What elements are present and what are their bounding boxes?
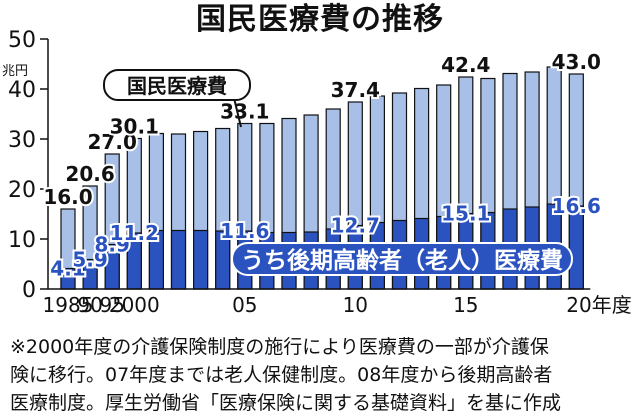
elder-value-label: 12.7: [331, 214, 380, 238]
elder-value-label: 11.6: [220, 219, 269, 243]
y-tick-label: 50: [8, 28, 36, 53]
bar-elder: [193, 229, 209, 290]
x-tick-label: 15: [453, 293, 478, 317]
footnote-line-1: ※2000年度の介護保険制度の施行により医療費の一部が介護保: [10, 336, 549, 358]
x-tick-label: 90: [77, 293, 102, 317]
total-value-label: 43.0: [552, 50, 601, 74]
total-series-callout: 国民医療費: [103, 69, 251, 128]
callout-box: [103, 69, 251, 101]
bar-elder: [170, 229, 187, 290]
footnote-line-3: 医療制度。厚生労働省「医療保険に関する基礎資料」を基に作成: [10, 392, 562, 414]
elder-series-legend: うち後期高齢者（老人）医療費: [231, 242, 573, 276]
elder-value-label: 5.9: [72, 248, 107, 272]
x-tick-label: 95: [99, 293, 124, 317]
total-value-label: 16.0: [43, 185, 92, 209]
bar-elder: [568, 205, 584, 290]
total-value-label: 20.6: [65, 162, 114, 186]
chart-title: 国民医療費の推移: [196, 2, 444, 37]
data-labels: 16.020.6 27.030.1 33.1 37.4 42.4 43.0 4.15.98.…: [41, 48, 603, 283]
total-value-label: 30.1: [110, 115, 159, 139]
x-tick-label: 2000: [109, 293, 160, 317]
y-axis-unit: 兆円: [2, 64, 28, 79]
y-axis: 0 10 20 30 40 50 兆円: [2, 28, 49, 303]
x-tick-label: 05: [232, 293, 257, 317]
legend-box: [231, 242, 573, 276]
y-tick-label: 0: [22, 278, 36, 303]
total-value-label: 42.4: [441, 53, 490, 77]
elder-value-label: 16.6: [552, 194, 601, 218]
elder-value-label: 11.2: [110, 221, 159, 245]
elder-value-label: 4.1: [50, 257, 85, 281]
x-tick-label: 20年度: [566, 293, 631, 317]
y-tick-label: 10: [8, 228, 36, 253]
footnote-line-2: 険に移行。07年度までは老人保健制度。08年度から後期高齢者: [10, 364, 553, 386]
total-value-label: 37.4: [331, 78, 380, 102]
legend-label: うち後期高齢者（老人）医療費: [241, 247, 563, 274]
total-value-label: 33.1: [220, 100, 269, 124]
y-tick-label: 30: [8, 128, 36, 153]
elder-value-label: 15.1: [441, 202, 490, 226]
x-tick-label: 10: [343, 293, 368, 317]
total-value-label: 27.0: [88, 130, 137, 154]
x-tick-label: 1985: [43, 293, 94, 317]
y-tick-label: 40: [8, 78, 36, 103]
y-tick-label: 20: [8, 178, 36, 203]
footnote: ※2000年度の介護保険制度の施行により医療費の一部が介護保 険に移行。07年度…: [10, 333, 634, 417]
elder-value-label: 8.9: [94, 233, 129, 257]
callout-pointer: [233, 97, 242, 128]
callout-label: 国民医療費: [127, 74, 227, 98]
